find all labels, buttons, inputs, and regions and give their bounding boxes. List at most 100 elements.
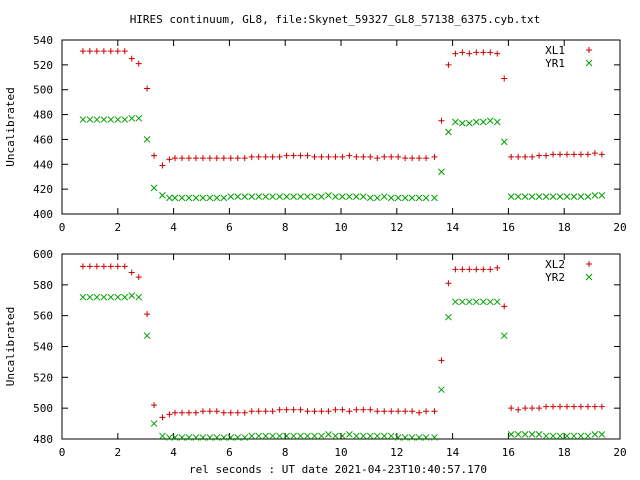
data-point bbox=[360, 406, 367, 413]
x-tick-label: 20 bbox=[613, 446, 626, 459]
data-point bbox=[522, 153, 529, 160]
data-point bbox=[409, 155, 416, 162]
data-point bbox=[255, 408, 262, 415]
data-point bbox=[598, 403, 605, 410]
x-tick-label: 0 bbox=[59, 221, 66, 234]
data-point bbox=[494, 264, 501, 271]
data-point bbox=[549, 432, 557, 440]
data-point bbox=[262, 193, 270, 200]
data-point bbox=[359, 432, 367, 440]
x-tick-label: 18 bbox=[558, 446, 571, 459]
y-tick-label: 400 bbox=[33, 208, 53, 221]
series-yr1 bbox=[79, 114, 606, 202]
data-point bbox=[563, 193, 571, 200]
data-point bbox=[159, 432, 166, 440]
data-point bbox=[143, 136, 151, 143]
data-point bbox=[114, 116, 122, 123]
data-point bbox=[388, 153, 395, 160]
data-point bbox=[402, 408, 409, 415]
data-point bbox=[367, 406, 374, 413]
data-point bbox=[213, 155, 220, 162]
data-point bbox=[192, 434, 200, 441]
data-point bbox=[171, 194, 179, 202]
data-point bbox=[346, 431, 353, 438]
legend-label: XL1 bbox=[545, 44, 565, 57]
x-tick-label: 10 bbox=[334, 221, 347, 234]
data-point bbox=[114, 263, 121, 270]
data-point bbox=[402, 155, 409, 162]
data-point bbox=[591, 431, 599, 438]
data-point bbox=[422, 434, 430, 441]
y-axis-label: Uncalibrated bbox=[4, 307, 17, 386]
y-tick-label: 480 bbox=[33, 109, 53, 122]
data-point bbox=[591, 403, 598, 410]
data-point bbox=[577, 151, 584, 158]
data-point bbox=[290, 152, 297, 159]
data-point bbox=[515, 406, 522, 413]
data-point bbox=[206, 408, 213, 415]
data-point bbox=[387, 194, 395, 202]
y-tick-label: 480 bbox=[33, 433, 53, 446]
legend-marker bbox=[585, 273, 593, 281]
data-point bbox=[360, 153, 367, 160]
data-point bbox=[556, 193, 564, 200]
data-point bbox=[381, 153, 388, 160]
data-point bbox=[563, 151, 570, 158]
data-point bbox=[374, 408, 381, 415]
series-yr2 bbox=[79, 292, 606, 441]
data-point bbox=[213, 194, 221, 202]
data-point bbox=[269, 193, 276, 200]
data-point bbox=[366, 194, 374, 202]
data-point bbox=[171, 434, 179, 441]
data-point bbox=[199, 194, 207, 202]
data-point bbox=[422, 194, 430, 202]
data-point bbox=[311, 153, 318, 160]
data-point bbox=[373, 194, 381, 202]
data-point bbox=[241, 434, 249, 441]
x-tick-label: 16 bbox=[502, 221, 515, 234]
data-point bbox=[325, 192, 332, 199]
data-point bbox=[192, 155, 199, 162]
data-point bbox=[185, 409, 192, 416]
data-point bbox=[380, 432, 388, 440]
data-point bbox=[276, 153, 283, 160]
data-point bbox=[591, 150, 598, 157]
data-point bbox=[487, 266, 494, 273]
data-point bbox=[395, 408, 402, 415]
data-point bbox=[598, 431, 606, 438]
data-point bbox=[494, 50, 501, 57]
data-point bbox=[408, 434, 416, 441]
data-point bbox=[114, 48, 121, 55]
data-point bbox=[185, 194, 193, 202]
data-point bbox=[557, 403, 564, 410]
data-point bbox=[107, 48, 114, 55]
x-tick-label: 18 bbox=[558, 221, 571, 234]
data-point bbox=[143, 332, 151, 340]
data-point bbox=[135, 114, 143, 122]
data-point bbox=[311, 193, 318, 200]
data-point bbox=[93, 263, 100, 270]
data-point bbox=[171, 155, 178, 162]
data-point bbox=[542, 193, 550, 200]
data-point bbox=[283, 193, 290, 200]
data-point bbox=[206, 194, 214, 202]
data-point bbox=[395, 153, 402, 160]
data-point bbox=[507, 431, 515, 438]
data-point bbox=[227, 434, 235, 441]
x-tick-label: 16 bbox=[502, 446, 515, 459]
data-point bbox=[346, 152, 353, 159]
data-point bbox=[577, 403, 584, 410]
data-point bbox=[220, 194, 228, 202]
data-point bbox=[150, 420, 158, 427]
data-point bbox=[135, 274, 142, 281]
data-point bbox=[486, 117, 494, 125]
data-point bbox=[234, 155, 241, 162]
data-point bbox=[514, 193, 522, 200]
data-point bbox=[431, 194, 438, 202]
data-point bbox=[500, 332, 508, 340]
data-point bbox=[318, 408, 325, 415]
plot-frame bbox=[61, 253, 621, 440]
data-point bbox=[431, 434, 438, 441]
y-tick-label: 540 bbox=[33, 34, 53, 47]
data-point bbox=[501, 75, 508, 82]
